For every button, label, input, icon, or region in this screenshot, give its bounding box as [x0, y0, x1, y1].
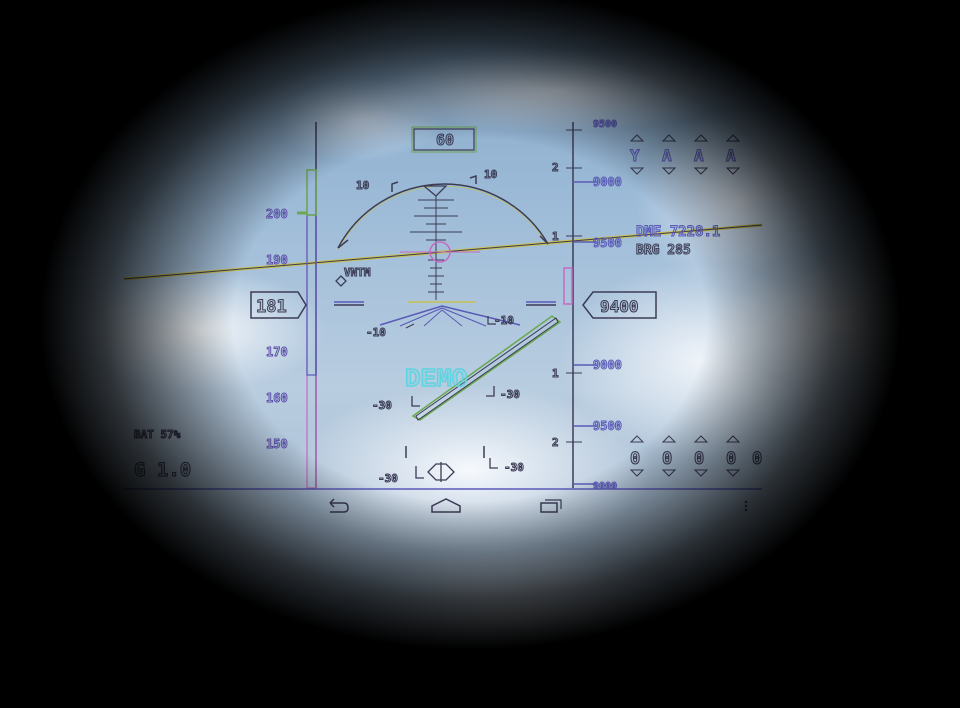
- vsi-label: 2: [552, 436, 559, 449]
- waypoint-marker: VNTM: [335, 266, 371, 287]
- more-dots-icon[interactable]: [744, 500, 748, 512]
- airspeed-tick-label: 200: [266, 207, 288, 221]
- demo-label: DEMO: [405, 364, 467, 394]
- counter-1[interactable]: 0: [630, 435, 645, 477]
- counter-value: 0: [726, 449, 736, 469]
- airspeed-tick-label: 160: [266, 391, 288, 405]
- airspeed-readout: 181: [250, 291, 307, 319]
- indicator-value: A: [662, 146, 672, 165]
- counter-value: 0: [694, 449, 704, 469]
- altitude-tick-label: 9500: [593, 236, 622, 250]
- vsi-label: 1: [552, 367, 559, 380]
- altitude-readout: 9400: [582, 291, 657, 319]
- altitude-tick-label: 9000: [593, 358, 622, 372]
- pitch-label: -10: [494, 314, 514, 327]
- mode-indicators-top: Y A A A: [630, 134, 741, 175]
- bearing-readout: BRG 285: [636, 243, 691, 258]
- altitude-tick-label: 9500: [593, 419, 622, 433]
- airspeed-tick-label: 170: [266, 345, 288, 359]
- bank-angle-arc: 10 10: [337, 168, 549, 251]
- heading-box: 60: [411, 126, 477, 153]
- indicator-a1[interactable]: A: [662, 134, 677, 175]
- g-load-readout: G 1.0: [134, 459, 191, 481]
- vsi-label: 1: [552, 230, 559, 243]
- pitch-label: -30: [504, 461, 524, 474]
- altitude-tick-label: 9000: [593, 481, 617, 492]
- counter-2[interactable]: 0: [662, 435, 677, 477]
- counter-3[interactable]: 0: [694, 435, 709, 477]
- recent-apps-icon[interactable]: [540, 499, 562, 513]
- indicator-a3[interactable]: A: [726, 134, 741, 175]
- pitch-ladder: [400, 196, 480, 300]
- indicator-value: A: [694, 146, 704, 165]
- waypoint-label: VNTM: [344, 266, 371, 279]
- home-icon[interactable]: [431, 498, 461, 513]
- airspeed-value: 181: [256, 297, 287, 317]
- dme-readout: DME 7228.1: [636, 224, 720, 240]
- counter-4[interactable]: 0: [726, 435, 741, 477]
- flight-path-marker: -10 -10: [334, 301, 556, 340]
- altitude-value: 9400: [600, 297, 639, 316]
- pitch-label: -30: [372, 399, 392, 412]
- bank-label-right: 10: [484, 168, 497, 181]
- pitch-label: -10: [366, 326, 386, 339]
- indicator-a2[interactable]: A: [694, 134, 709, 175]
- counter-value: 0: [630, 449, 640, 469]
- indicator-y[interactable]: Y: [630, 134, 645, 175]
- waterline-symbol-icon: [427, 462, 455, 482]
- counter-value: 0: [752, 449, 762, 469]
- vsi-label: 2: [552, 161, 559, 174]
- indicator-value: Y: [630, 146, 640, 165]
- counter-indicators-bottom: 0 0 0 0 0: [630, 435, 763, 477]
- counter-value: 0: [662, 449, 672, 469]
- altitude-tick-label: 9500: [593, 119, 617, 130]
- heading-value: 60: [436, 131, 454, 149]
- indicator-value: A: [726, 146, 736, 165]
- pitch-label: -30: [378, 472, 398, 485]
- airspeed-tick-label: 150: [266, 437, 288, 451]
- bank-label-left: 10: [356, 179, 369, 192]
- pitch-label: -30: [500, 388, 520, 401]
- battery-readout: BAT 57%: [134, 428, 181, 441]
- back-arrow-icon[interactable]: [329, 498, 349, 513]
- altitude-tick-label: 9000: [593, 175, 622, 189]
- airspeed-tick-label: 190: [266, 253, 288, 267]
